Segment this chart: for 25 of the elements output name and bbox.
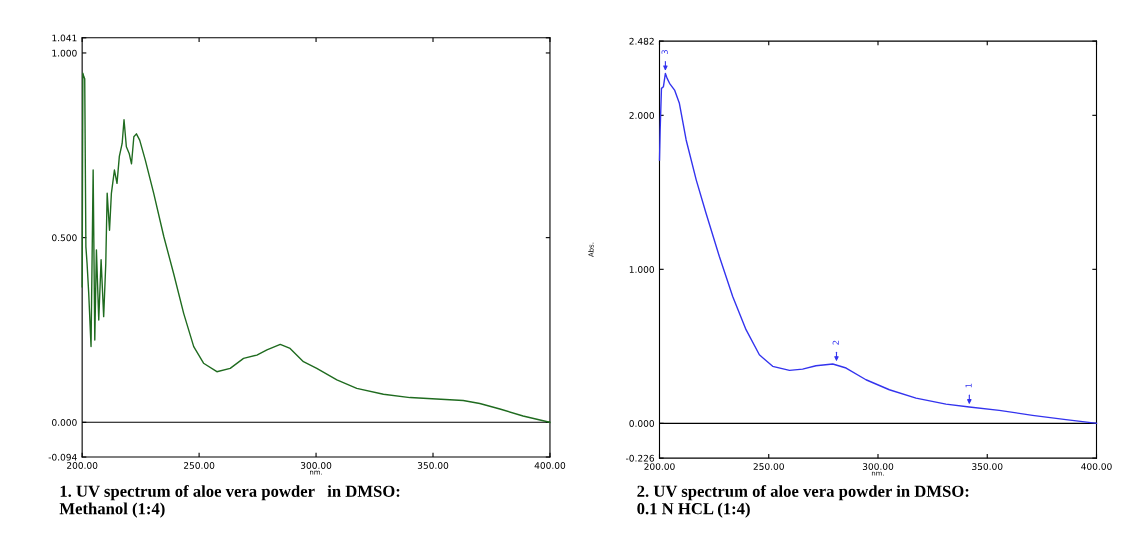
y-tick-label: 1.000 (52, 49, 77, 57)
y-tick-label: -0.094 (48, 453, 77, 461)
annotation: 2 (832, 340, 839, 345)
y-tick-label: 1.041 (52, 34, 77, 42)
y-tick-label: 0.000 (629, 420, 655, 427)
x-tick-label: 250.00 (183, 462, 215, 469)
x-tick-label: 200.00 (644, 463, 675, 470)
annotation: 1 (965, 383, 972, 388)
x-tick-label: 400.00 (534, 462, 566, 469)
y-tick-label: 0.000 (52, 419, 77, 426)
y-tick-label: -0.226 (625, 454, 655, 462)
y-tick-label: 2.000 (629, 112, 655, 119)
text: 1. UV spectrum of aloe vera powder in DMSO: Methanol (1:4) (59, 484, 400, 518)
x-tick-label: 200.00 (67, 462, 98, 469)
x-tick-label: 350.00 (417, 462, 449, 469)
x-tick-label: 350.00 (972, 463, 1003, 470)
x-tick-label: 400.00 (1081, 463, 1112, 470)
y-tick-label: 1.000 (629, 266, 655, 273)
x-tick-label: 300.00 (300, 462, 332, 469)
y-tick-label: 0.500 (52, 234, 77, 242)
annotation: 3 (661, 50, 668, 55)
y-tick-label: 2.482 (629, 37, 654, 45)
x-tick-label: 250.00 (753, 463, 784, 470)
x-tick-label: 300.00 (862, 463, 894, 470)
text: 2. UV spectrum of aloe vera powder in DMSO: 0.1 N HCL (1:4) (637, 484, 969, 518)
